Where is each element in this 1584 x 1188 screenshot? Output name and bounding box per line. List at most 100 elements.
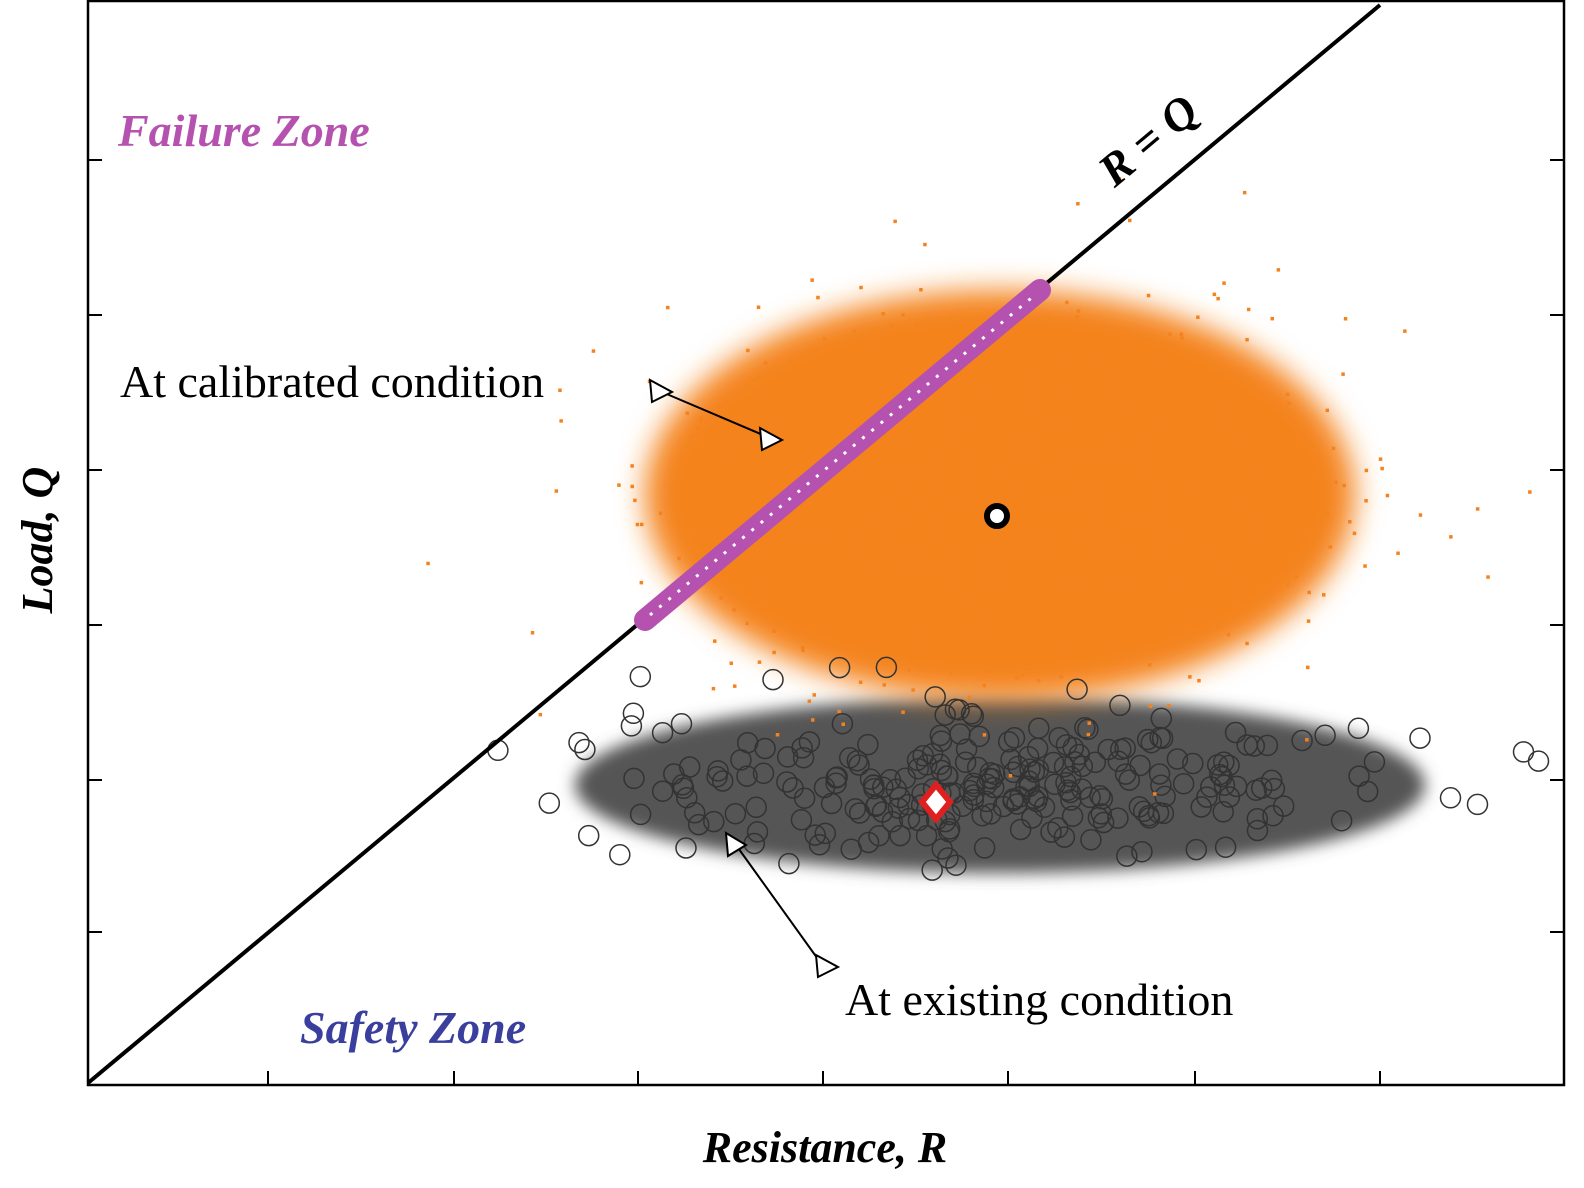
calibrated-point: [1186, 375, 1190, 380]
calibrated-point: [979, 385, 984, 389]
calibrated-point: [772, 393, 776, 398]
calibrated-point: [945, 501, 949, 506]
calibrated-point: [947, 575, 952, 579]
calibrated-point: [890, 390, 894, 394]
calibrated-point: [1144, 447, 1148, 452]
calibrated-point: [966, 601, 971, 605]
calibrated-point: [901, 625, 905, 630]
calibrated-point: [1163, 457, 1167, 461]
calibrated-point: [943, 439, 948, 443]
calibrated-point: [1149, 425, 1153, 429]
calibrated-point: [1036, 678, 1041, 683]
calibrated-point: [1079, 451, 1084, 456]
calibrated-point: [866, 544, 871, 549]
existing-point: [1356, 780, 1379, 803]
existing-point: [703, 810, 725, 833]
existing-point: [857, 733, 879, 756]
calibrated-point: [910, 480, 915, 484]
calibrated-point: [930, 562, 934, 566]
calibrated-point: [1212, 592, 1216, 597]
existing-point: [1256, 734, 1279, 757]
existing-point: [798, 731, 821, 753]
calibrated-point: [1040, 442, 1045, 446]
existing-point: [1140, 731, 1163, 754]
existing-point: [1218, 786, 1241, 808]
calibrated-point: [753, 475, 757, 479]
calibrated-point: [1188, 675, 1192, 679]
calibrated-point: [1148, 704, 1153, 708]
calibrated-cloud: [645, 290, 1355, 700]
calibrated-point: [811, 718, 815, 722]
calibrated-point: [677, 556, 681, 561]
calibrated-point: [912, 549, 917, 553]
calibrated-point: [1027, 533, 1032, 538]
calibrated-point: [935, 517, 940, 522]
calibrated-point: [915, 652, 919, 657]
calibrated-point: [1072, 600, 1077, 604]
y-axis-label: Load, Q: [13, 467, 62, 615]
calibrated-point: [716, 404, 721, 408]
calibrated-point: [831, 506, 835, 510]
calibrated-point: [851, 474, 855, 479]
calibrated-point: [1216, 296, 1220, 301]
calibrated-point: [1059, 675, 1064, 679]
calibrated-point: [1148, 620, 1153, 624]
calibrated-point: [1057, 456, 1061, 460]
calibrated-point: [1042, 424, 1046, 428]
calibrated-point: [1041, 417, 1046, 421]
calibrated-point: [1024, 439, 1028, 443]
calibrated-point: [1403, 329, 1407, 333]
ticks: [88, 159, 1564, 1085]
calibrated-point: [904, 524, 908, 528]
calibrated-point: [1136, 434, 1140, 439]
plot-frame: [86, 0, 1566, 1087]
calibrated-point: [772, 629, 776, 633]
calibrated-point: [877, 588, 882, 592]
calibrated-point: [1125, 575, 1129, 580]
calibrated-point: [1232, 466, 1236, 470]
calibrated-point: [1207, 417, 1211, 421]
existing-point: [907, 809, 930, 832]
calibrated-point: [1217, 563, 1221, 568]
calibrated-point: [890, 514, 894, 518]
calibrated-point: [698, 509, 702, 513]
calibrated-point: [1222, 281, 1226, 285]
calibrated-point: [1173, 539, 1178, 543]
calibrated-point: [1115, 498, 1119, 502]
calibrated-point: [1060, 458, 1065, 462]
calibrated-point: [1101, 451, 1105, 456]
calibrated-point: [789, 523, 794, 528]
calibrated-point: [1060, 422, 1065, 426]
calibrated-point: [1325, 408, 1329, 413]
calibrated-point: [1200, 546, 1205, 550]
calibrated-point: [1305, 738, 1309, 742]
existing-point: [568, 731, 590, 754]
existing-point: [844, 798, 867, 820]
calibrated-point: [1174, 550, 1179, 554]
calibrated-point: [1152, 539, 1156, 543]
existing-point: [938, 818, 961, 840]
calibrated-point: [960, 550, 965, 554]
existing-point: [831, 712, 854, 735]
existing-tri-b: [814, 953, 841, 979]
calibrated-point: [816, 295, 820, 300]
calibrated-point: [856, 476, 861, 481]
calibrated-point: [910, 413, 914, 417]
calibrated-point: [1148, 389, 1153, 393]
calibrated-point: [1232, 437, 1237, 442]
existing-point: [1190, 796, 1212, 818]
calibrated-point: [1184, 617, 1189, 621]
clouds: [426, 177, 1550, 881]
calibrated-point: [1146, 403, 1150, 408]
calibrated-point: [1271, 566, 1276, 570]
calibrated-point: [809, 349, 814, 354]
calibrated-point: [1077, 575, 1081, 580]
calibrated-point: [1104, 529, 1108, 533]
existing-point: [1172, 772, 1195, 795]
calibrated-point: [1032, 509, 1036, 513]
calibrated-point: [1198, 446, 1203, 450]
calibrated-point: [797, 372, 802, 377]
existing-point: [1225, 775, 1248, 798]
calibrated-point: [1328, 545, 1332, 549]
calibrated-point: [1020, 542, 1024, 546]
